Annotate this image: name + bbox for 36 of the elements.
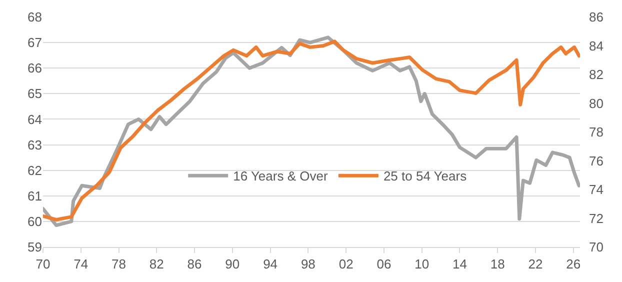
y-tick-label: 66	[28, 60, 42, 76]
y2-tick-label: 84	[589, 38, 604, 54]
x-tick-label: 70	[36, 256, 50, 272]
legend-label: 16 Years & Over	[233, 168, 328, 184]
x-tick-label: 18	[490, 256, 505, 272]
x-tick-label: 74	[74, 256, 88, 272]
y2-tick-label: 70	[589, 240, 604, 255]
y2-tick-label: 86	[589, 10, 604, 25]
y-tick-label: 60	[28, 214, 42, 229]
y-tick-label: 61	[28, 188, 42, 204]
y-tick-label: 64	[28, 112, 42, 127]
x-tick-label: 02	[338, 256, 354, 272]
y2-tick-label: 72	[589, 210, 604, 226]
x-tick-label: 26	[566, 256, 581, 272]
y-tick-label: 59	[28, 240, 42, 255]
y2-tick-label: 74	[589, 182, 604, 198]
y2-tick-label: 80	[589, 96, 604, 111]
y-tick-label: 67	[28, 35, 42, 50]
x-tick-label: 06	[376, 256, 392, 272]
y-tick-label: 63	[28, 137, 42, 152]
x-tick-label: 10	[414, 256, 430, 272]
x-tick-label: 14	[452, 256, 467, 272]
x-tick-label: 98	[300, 256, 316, 272]
x-tick-label: 82	[149, 256, 164, 272]
x-tick-label: 22	[528, 256, 543, 272]
y-tick-label: 68	[28, 10, 42, 25]
x-tick-label: 86	[187, 256, 202, 272]
y2-tick-label: 76	[589, 153, 604, 168]
x-tick-label: 90	[225, 256, 240, 272]
y-tick-label: 62	[28, 162, 42, 178]
y2-tick-label: 78	[589, 124, 604, 140]
x-tick-label: 78	[112, 256, 126, 272]
y-tick-label: 65	[28, 86, 42, 102]
y2-tick-label: 82	[589, 67, 604, 82]
legend-label: 25 to 54 Years	[383, 168, 468, 184]
x-tick-label: 94	[263, 256, 278, 272]
